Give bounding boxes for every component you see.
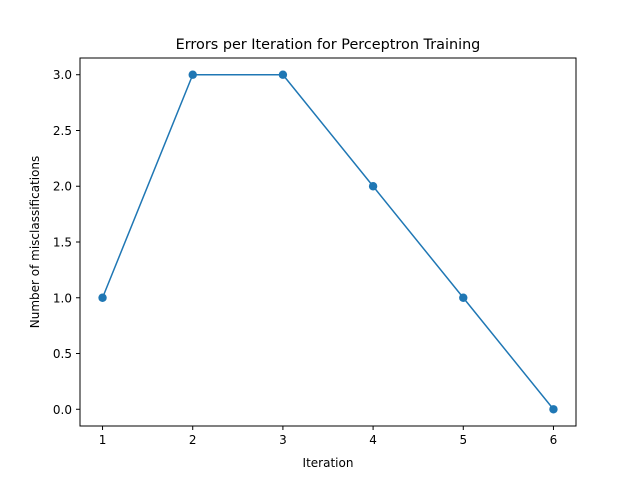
y-tick-label: 0.5 <box>53 347 72 361</box>
y-tick-label: 0.0 <box>53 403 72 417</box>
data-point <box>368 182 378 191</box>
y-tick-label: 2.5 <box>53 124 72 138</box>
x-tick-label: 4 <box>369 433 377 447</box>
x-tick-label: 5 <box>459 433 467 447</box>
plot-area: 1 2 3 4 5 6 0.0 0.5 1.0 1.5 2.0 2.5 3.0 <box>53 57 577 447</box>
y-tick-label: 1.0 <box>53 291 72 305</box>
chart-title: Errors per Iteration for Perceptron Trai… <box>176 37 481 53</box>
data-point <box>188 70 197 79</box>
x-tick-label: 2 <box>189 433 197 447</box>
y-tick-label: 3.0 <box>53 68 72 82</box>
data-point <box>459 293 468 302</box>
x-tick-label: 1 <box>99 433 107 447</box>
data-point <box>98 293 107 302</box>
y-axis-label: Number of misclassifications <box>28 156 42 329</box>
y-tick-label: 2.0 <box>53 180 72 194</box>
data-point <box>549 405 558 414</box>
data-point <box>278 70 288 79</box>
y-tick-label: 1.5 <box>53 236 72 250</box>
series-line <box>101 73 555 410</box>
x-tick-label: 3 <box>279 433 287 447</box>
x-axis-label: Iteration <box>303 456 354 470</box>
x-tick-label: 6 <box>550 433 558 447</box>
